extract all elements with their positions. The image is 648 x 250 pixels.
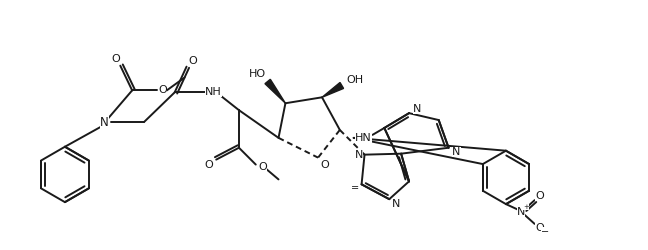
Text: NH: NH — [205, 87, 222, 97]
Text: O: O — [535, 223, 544, 233]
Text: N: N — [392, 199, 400, 209]
Text: N: N — [354, 150, 363, 160]
Text: HN: HN — [355, 133, 372, 143]
Text: OH: OH — [346, 74, 364, 85]
Text: −: − — [542, 227, 550, 237]
Text: O: O — [111, 54, 120, 64]
Text: N: N — [516, 207, 525, 217]
Text: =: = — [351, 183, 359, 193]
Text: N: N — [100, 116, 109, 128]
Text: +: + — [523, 204, 529, 210]
Text: O: O — [204, 160, 213, 170]
Text: N: N — [413, 104, 421, 114]
Text: O: O — [159, 86, 167, 96]
Polygon shape — [265, 79, 285, 103]
Text: O: O — [259, 162, 267, 172]
Text: HO: HO — [249, 68, 266, 78]
Text: O: O — [321, 160, 329, 170]
Text: O: O — [188, 56, 197, 66]
Text: N: N — [452, 147, 461, 157]
Polygon shape — [322, 82, 343, 97]
Text: O: O — [535, 191, 544, 201]
